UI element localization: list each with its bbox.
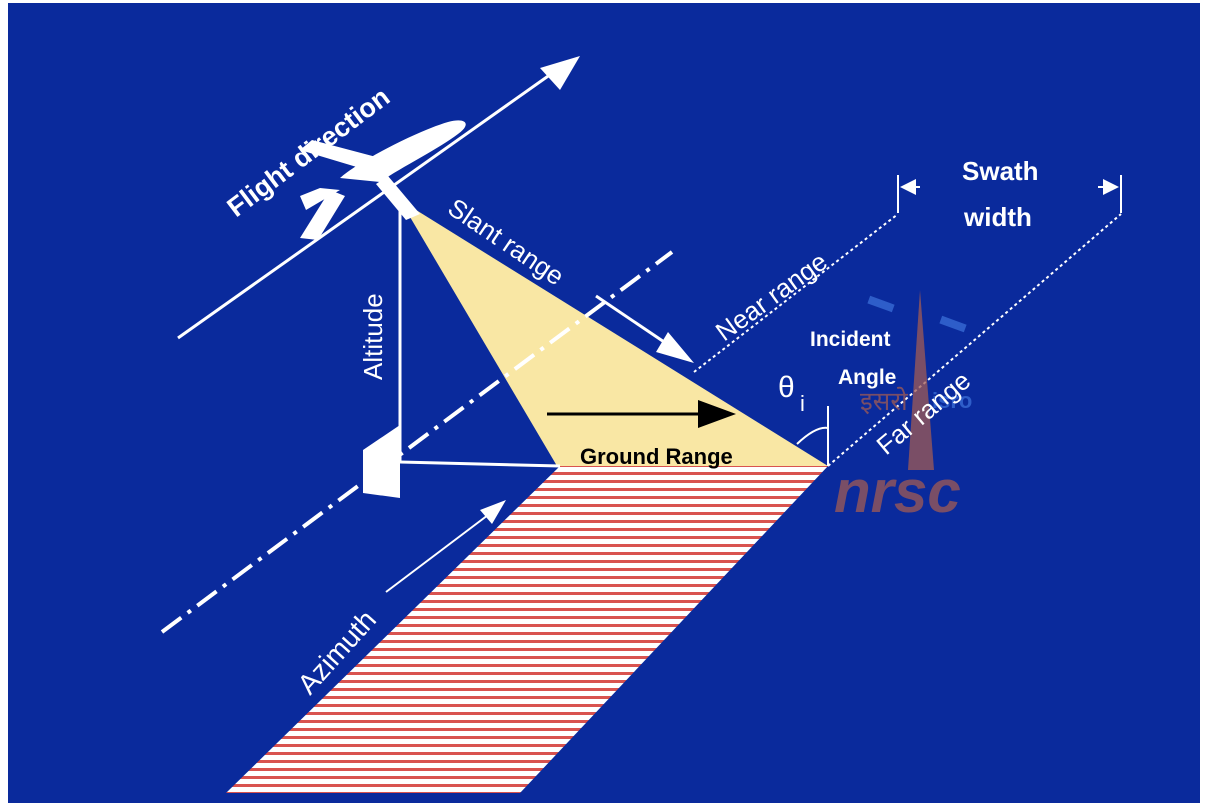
incident-angle-arc bbox=[796, 426, 829, 445]
satellite-panel-icon bbox=[939, 315, 967, 333]
watermark-logo: इसरो isro nrsc bbox=[834, 290, 972, 525]
rocket-icon bbox=[908, 290, 934, 470]
azimuth-arrow bbox=[385, 511, 493, 593]
ground-range-arrowhead bbox=[698, 400, 736, 428]
altitude-label: Altitude bbox=[358, 293, 388, 380]
flight-arrowhead bbox=[540, 56, 580, 90]
near-range-line bbox=[693, 213, 899, 373]
theta-subscript: i bbox=[800, 391, 805, 416]
satellite-panel-icon bbox=[867, 295, 895, 313]
incident-label-line2: Angle bbox=[838, 366, 896, 389]
far-range-line bbox=[827, 213, 1122, 467]
radar-footprint bbox=[400, 200, 828, 466]
watermark-hindi: इसरो bbox=[860, 386, 909, 417]
theta-symbol: θ bbox=[778, 371, 795, 404]
swath-label-line2: width bbox=[963, 202, 1032, 232]
watermark-org: nrsc bbox=[834, 458, 961, 525]
azimuth-arrowhead bbox=[480, 500, 506, 524]
nadir-marker bbox=[363, 425, 400, 498]
ground-range-label: Ground Range bbox=[580, 444, 733, 469]
incident-label-line1: Incident bbox=[810, 328, 891, 351]
airplane-icon bbox=[300, 120, 466, 240]
slant-range-arrowhead bbox=[656, 332, 694, 363]
swath-label-line1: Swath bbox=[962, 156, 1039, 186]
nadir-line bbox=[399, 460, 561, 468]
ground-swath bbox=[226, 466, 828, 793]
ground-track-line bbox=[160, 250, 674, 634]
watermark-agency: isro bbox=[932, 388, 972, 413]
flight-direction-arrow bbox=[177, 60, 569, 340]
